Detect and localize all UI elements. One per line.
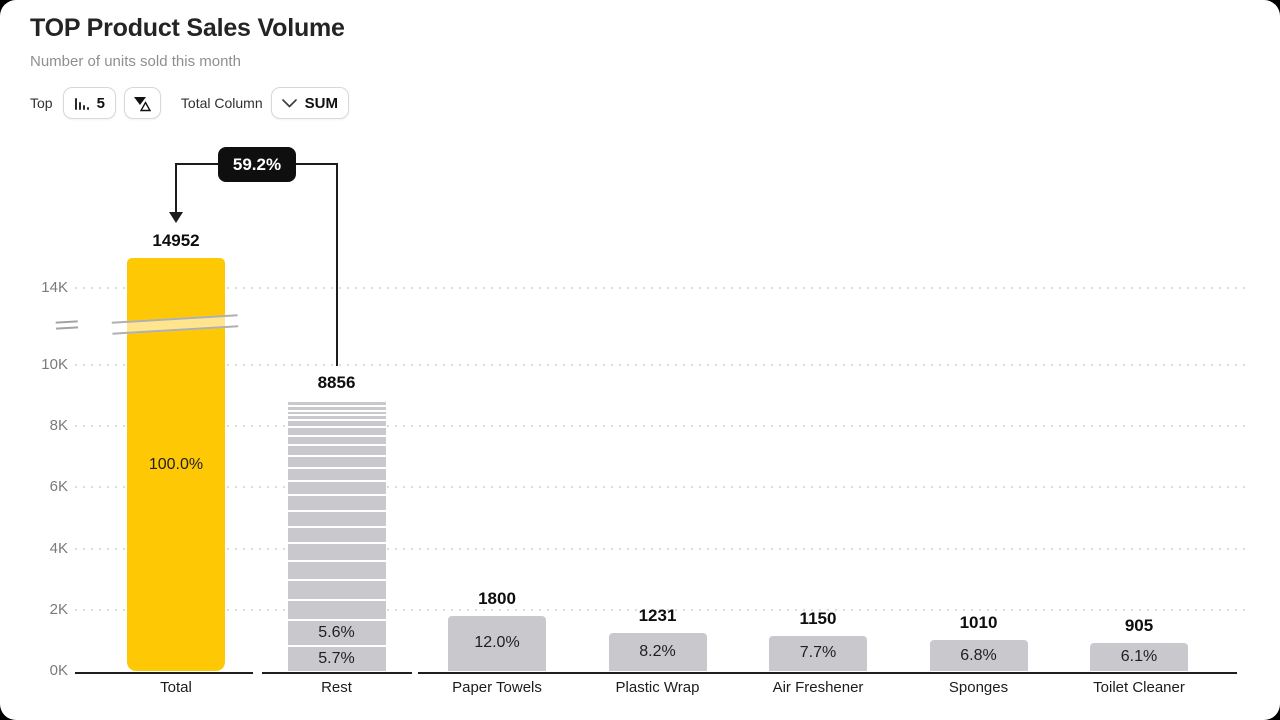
y-axis-tick-label: 6K — [49, 478, 68, 496]
rest-segment — [287, 542, 386, 561]
bar-value-label: 1150 — [799, 608, 837, 628]
x-axis-line — [418, 672, 1237, 674]
filter-button[interactable] — [123, 87, 161, 119]
x-axis-line — [262, 672, 412, 674]
rest-segment — [287, 434, 386, 445]
gridline — [75, 364, 1250, 366]
callout-box[interactable]: 59.2% — [218, 147, 296, 182]
rest-segment — [287, 598, 386, 620]
rest-segment — [287, 480, 386, 495]
y-axis-tick-label: 8K — [49, 417, 68, 435]
axis-break-equals-icon — [55, 320, 79, 333]
top-label: Top — [30, 95, 53, 111]
rest-segment-percent-label: 5.6% — [287, 619, 386, 645]
category-label: Sponges — [948, 679, 1009, 696]
top-n-input[interactable]: 5 — [62, 87, 116, 119]
category-label: Paper Towels — [452, 679, 542, 696]
rest-segment — [287, 579, 386, 599]
bar-percent-label: 8.2% — [639, 643, 676, 661]
y-axis-tick-label: 4K — [49, 539, 68, 557]
page-subtitle: Number of units sold this month — [30, 53, 241, 70]
total-column-label: Total Column — [180, 95, 263, 111]
x-axis-line — [75, 672, 253, 674]
gridline — [75, 608, 1250, 611]
bar-value-label: 1800 — [478, 588, 516, 608]
callout-line — [296, 163, 338, 165]
rest-segment — [287, 404, 386, 410]
rest-segment — [287, 419, 386, 426]
aggregation-value: SUM — [304, 94, 338, 112]
rest-segment — [287, 400, 386, 405]
gridline — [75, 486, 1250, 489]
y-axis-tick-label: 10K — [41, 356, 68, 373]
bar-percent-label: 100.0% — [148, 455, 204, 473]
y-axis-tick-label: 14K — [41, 279, 68, 296]
page-title: TOP Product Sales Volume — [30, 14, 345, 42]
category-label: Total — [160, 679, 192, 696]
bar-sponges[interactable]: 6.8% — [929, 640, 1028, 671]
callout-line — [336, 163, 338, 366]
bar-air-freshener[interactable]: 7.7% — [769, 635, 867, 671]
bar-plastic-wrap[interactable]: 8.2% — [608, 633, 707, 671]
bar-percent-label: 6.8% — [960, 646, 997, 664]
rest-segment — [287, 409, 386, 415]
gridline — [75, 425, 1250, 428]
bar-percent-label: 7.7% — [799, 644, 837, 662]
gridline — [75, 287, 1250, 289]
callout-arrow-icon — [169, 212, 183, 223]
sort-triangles-icon — [133, 95, 152, 112]
descending-bars-icon — [74, 96, 89, 111]
bar-percent-label: 12.0% — [474, 634, 520, 652]
rest-segment — [287, 560, 386, 580]
rest-segment-percent-label: 5.7% — [287, 644, 386, 671]
bar-value-label: 1231 — [638, 606, 677, 626]
bar-rest[interactable]: 5.6% 5.7% — [287, 400, 386, 671]
bar-percent-label: 6.1% — [1120, 648, 1158, 666]
rest-segment — [287, 455, 386, 468]
y-axis-tick-label: 0K — [49, 662, 68, 679]
rest-segment — [287, 444, 386, 456]
rest-segment — [287, 467, 386, 481]
bar-value-label: 1010 — [959, 613, 998, 633]
rest-segment — [287, 414, 386, 420]
rest-segment — [287, 494, 386, 510]
rest-segment — [287, 509, 386, 526]
category-label: Plastic Wrap — [615, 679, 700, 696]
y-axis-tick-label: 2K — [49, 600, 68, 618]
bar-value-label: 8856 — [317, 373, 356, 392]
aggregation-dropdown[interactable]: SUM — [270, 87, 349, 119]
category-label: Toilet Cleaner — [1093, 679, 1185, 696]
rest-segment — [287, 425, 386, 435]
category-label: Air Freshener — [772, 679, 864, 696]
category-label: Rest — [321, 679, 352, 696]
top-n-value: 5 — [96, 94, 105, 112]
callout-line — [175, 163, 177, 212]
bar-value-label: 905 — [1124, 616, 1154, 636]
bar-value-label: 14952 — [152, 231, 200, 250]
bar-toilet-cleaner[interactable]: 6.1% — [1090, 643, 1188, 671]
gridline — [75, 547, 1250, 550]
controls-bar: Top 5 Total Column — [30, 87, 349, 119]
rest-segment — [287, 525, 386, 543]
callout-line — [176, 163, 218, 165]
chevron-down-icon — [281, 98, 297, 108]
bar-paper-towels[interactable]: 12.0% — [448, 615, 546, 671]
